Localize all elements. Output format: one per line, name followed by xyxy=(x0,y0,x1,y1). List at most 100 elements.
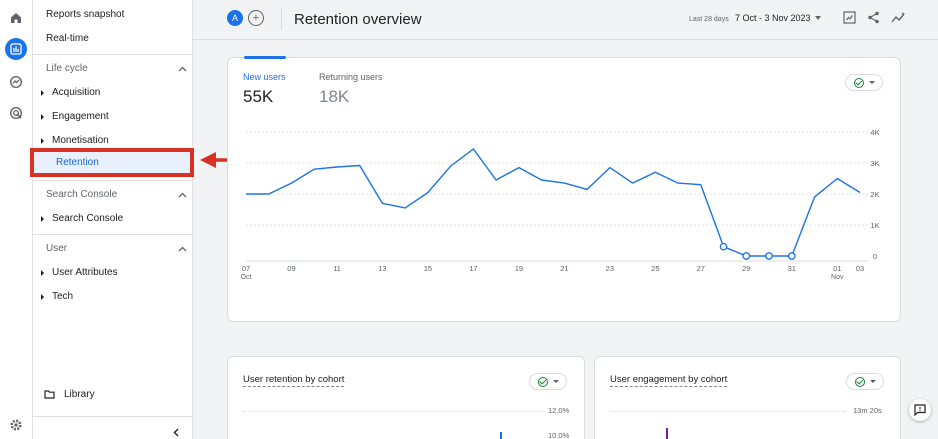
chevron-up-icon xyxy=(178,246,187,251)
date-range-preset: Last 28 days xyxy=(689,16,729,23)
sidebar-item-label: Library xyxy=(64,389,95,400)
section-search-console[interactable]: Search Console xyxy=(46,189,187,200)
divider xyxy=(33,416,193,417)
data-point xyxy=(765,252,773,260)
advertising-icon[interactable] xyxy=(5,102,27,124)
x-tick-label: 29 xyxy=(742,264,750,273)
x-tick-label: 13 xyxy=(378,264,386,273)
caret-right-icon xyxy=(41,137,44,144)
y-tick-label: 2K xyxy=(870,190,879,199)
section-label: Search Console xyxy=(46,189,118,200)
divider xyxy=(33,54,193,55)
chevron-up-icon xyxy=(178,66,187,71)
x-tick-label: 03 xyxy=(856,264,864,273)
active-tab-indicator xyxy=(244,56,286,59)
sidebar-item-label: Acquisition xyxy=(52,87,101,98)
folder-icon xyxy=(44,390,55,399)
retention-card-options-chip[interactable] xyxy=(529,373,567,390)
check-circle-icon xyxy=(853,77,864,88)
caret-right-icon xyxy=(41,113,44,120)
new-users-line-chart: 0 1K 2K 3K 4K 07 09 11 13 15 17 19 21 23 25 27 29 31 01 03 O… xyxy=(241,128,880,281)
add-comparison-button[interactable]: + xyxy=(248,10,264,26)
sidebar-item-retention-label: Retention xyxy=(56,157,99,168)
edit-report-icon[interactable] xyxy=(841,9,857,25)
data-point xyxy=(719,242,728,251)
caret-right-icon xyxy=(41,293,44,300)
divider xyxy=(281,8,282,30)
chevron-up-icon xyxy=(178,192,187,197)
sidebar-item-monetisation[interactable]: Monetisation xyxy=(41,135,109,146)
explore-icon[interactable] xyxy=(5,71,27,93)
sidebar-item-tech[interactable]: Tech xyxy=(41,291,73,302)
sidebar-item-real-time[interactable]: Real-time xyxy=(46,33,89,44)
y-tick-label: 1K xyxy=(870,221,879,230)
x-month-label: Oct xyxy=(241,274,252,281)
dropdown-triangle-icon xyxy=(552,380,559,383)
gridline xyxy=(243,411,545,412)
collapse-chevron-icon[interactable] xyxy=(173,428,179,437)
x-tick-label: 31 xyxy=(788,264,796,273)
date-range-picker[interactable]: 7 Oct - 3 Nov 2023 xyxy=(735,13,821,23)
sidebar-item-library[interactable]: Library xyxy=(44,389,95,400)
sidebar-item-label: Monetisation xyxy=(52,135,109,146)
caret-right-icon xyxy=(41,89,44,96)
reports-icon[interactable] xyxy=(5,38,27,60)
dropdown-triangle-icon xyxy=(869,380,876,383)
share-icon[interactable] xyxy=(865,9,881,25)
check-circle-icon xyxy=(854,376,865,387)
data-point xyxy=(742,252,751,260)
sidebar-item-search-console[interactable]: Search Console xyxy=(41,213,123,224)
section-life-cycle[interactable]: Life cycle xyxy=(46,63,187,74)
engagement-bar xyxy=(666,428,668,439)
x-tick-label: 25 xyxy=(651,264,659,273)
settings-icon[interactable] xyxy=(5,414,27,436)
user-engagement-card xyxy=(594,356,901,439)
x-tick-label: 21 xyxy=(560,264,568,273)
new-users-value: 55K xyxy=(243,87,274,106)
retention-overview-card xyxy=(227,57,901,322)
y-tick-label: 0 xyxy=(873,252,877,261)
comparison-avatar[interactable]: A xyxy=(227,10,243,26)
caret-right-icon xyxy=(41,269,44,276)
x-month-label: Nov xyxy=(831,274,844,281)
y-tick-label: 4K xyxy=(870,128,879,137)
sidebar-item-user-attributes[interactable]: User Attributes xyxy=(41,267,118,278)
dropdown-triangle-icon xyxy=(814,16,821,20)
section-user[interactable]: User xyxy=(46,243,187,254)
home-icon[interactable] xyxy=(5,7,27,29)
sidebar-item-label: Engagement xyxy=(52,111,109,122)
x-tick-label: 23 xyxy=(606,264,614,273)
sidebar-item-acquisition[interactable]: Acquisition xyxy=(41,87,100,98)
sidebar-item-retention[interactable] xyxy=(33,152,191,173)
tab-returning-users[interactable]: Returning users xyxy=(319,72,383,82)
user-retention-title[interactable]: User retention by cohort xyxy=(243,374,345,387)
sidebar-item-engagement[interactable]: Engagement xyxy=(41,111,109,122)
engagement-card-options-chip[interactable] xyxy=(846,373,884,390)
card-options-chip[interactable] xyxy=(845,74,883,91)
retention-y-tick: 10.0% xyxy=(548,431,570,439)
feedback-icon xyxy=(914,404,926,416)
feedback-button[interactable] xyxy=(909,399,931,421)
series-line xyxy=(246,148,861,257)
x-tick-label: 27 xyxy=(697,264,705,273)
returning-users-value: 18K xyxy=(319,87,350,106)
sidebar-item-reports-snapshot[interactable]: Reports snapshot xyxy=(46,9,125,20)
check-circle-icon xyxy=(537,376,548,387)
tab-new-users[interactable]: New users xyxy=(243,72,286,82)
date-range-value: 7 Oct - 3 Nov 2023 xyxy=(735,13,811,23)
sidebar-item-label: Search Console xyxy=(52,213,124,224)
x-tick-label: 11 xyxy=(333,264,341,273)
x-tick-label: 01 xyxy=(833,264,841,273)
divider xyxy=(33,234,193,235)
reports-sidebar: Reports snapshot Real-time Life cycle Ac… xyxy=(33,0,193,439)
retention-y-tick: 12.0% xyxy=(548,406,570,415)
gridline xyxy=(610,411,846,412)
user-engagement-title[interactable]: User engagement by cohort xyxy=(610,374,728,387)
x-tick-label: 09 xyxy=(287,264,295,273)
section-label: User xyxy=(46,243,68,254)
caret-right-icon xyxy=(41,215,44,222)
x-tick-label: 07 xyxy=(242,264,250,273)
insights-icon[interactable] xyxy=(890,9,906,25)
y-tick-label: 3K xyxy=(870,159,879,168)
section-label: Life cycle xyxy=(46,63,88,74)
